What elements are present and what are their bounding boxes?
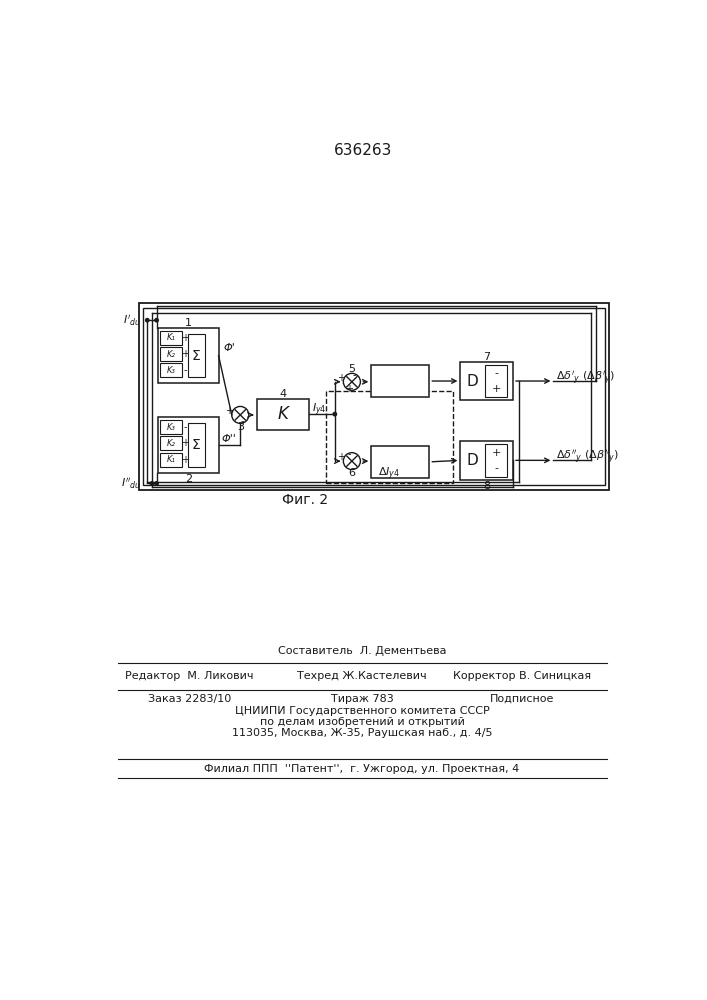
Text: 4: 4 [279, 389, 286, 399]
Text: Φ'': Φ'' [222, 434, 236, 444]
Bar [371, 365, 429, 397]
Text: -: - [347, 449, 351, 459]
Text: Редактор  М. Ликович: Редактор М. Ликович [125, 671, 253, 681]
Text: K₃: K₃ [167, 423, 176, 432]
Text: +: + [337, 373, 345, 383]
Circle shape [155, 482, 158, 485]
Bar [160, 347, 182, 361]
Text: по делам изобретений и открытий: по делам изобретений и открытий [259, 717, 464, 727]
Bar [158, 417, 218, 473]
Bar [485, 365, 507, 397]
Bar [485, 444, 507, 477]
Text: K₁: K₁ [167, 333, 176, 342]
Text: K₂: K₂ [167, 439, 176, 448]
Bar [158, 328, 218, 383]
Text: $I''_{du}$: $I''_{du}$ [121, 476, 141, 491]
Bar [160, 331, 182, 345]
Text: Тираж 783: Тираж 783 [331, 694, 393, 704]
Text: Корректор В. Синицкая: Корректор В. Синицкая [453, 671, 592, 681]
Text: Σ: Σ [192, 438, 201, 452]
Text: 8: 8 [483, 481, 490, 491]
Text: ЦНИИПИ Государственного комитета СССР: ЦНИИПИ Государственного комитета СССР [235, 706, 489, 716]
Text: 2: 2 [185, 474, 192, 484]
Circle shape [155, 319, 158, 322]
Text: K₁: K₁ [167, 455, 176, 464]
Text: -: - [494, 463, 498, 473]
Text: -: - [353, 463, 356, 473]
Text: Подписное: Подписное [490, 694, 554, 704]
Text: $I_{y4}$: $I_{y4}$ [312, 401, 327, 418]
Text: D: D [467, 374, 479, 389]
Text: +: + [491, 448, 501, 458]
Text: 636263: 636263 [334, 143, 392, 158]
Text: Φ': Φ' [223, 343, 235, 353]
Text: K₂: K₂ [167, 350, 176, 359]
Bar [187, 423, 204, 466]
Bar [160, 453, 182, 466]
Bar [371, 446, 429, 478]
Text: $\Delta\delta''_{y}\ (\Delta\beta''_{y})$: $\Delta\delta''_{y}\ (\Delta\beta''_{y})… [556, 449, 619, 466]
Text: 6: 6 [349, 468, 356, 478]
Circle shape [344, 373, 361, 390]
Text: +: + [491, 384, 501, 394]
Text: 3: 3 [237, 422, 244, 432]
Bar [327, 391, 452, 483]
Text: Σ: Σ [192, 349, 201, 363]
Text: $\Delta\delta'_{y}\ (\Delta\beta'_{y})$: $\Delta\delta'_{y}\ (\Delta\beta'_{y})$ [556, 369, 614, 387]
Text: -: - [184, 365, 187, 375]
Text: $I'_{du}$: $I'_{du}$ [123, 313, 141, 328]
Text: K₃: K₃ [167, 366, 176, 375]
Text: +: + [337, 452, 345, 462]
Text: -: - [184, 422, 187, 432]
Text: -: - [353, 370, 356, 380]
Bar [160, 363, 182, 377]
Circle shape [333, 412, 337, 416]
Circle shape [344, 453, 361, 470]
Text: +: + [181, 438, 189, 448]
Bar [144, 308, 604, 485]
Text: +: + [226, 406, 233, 416]
Text: +: + [345, 384, 353, 394]
Bar [460, 362, 513, 400]
Text: 1: 1 [185, 318, 192, 328]
Bar [160, 420, 182, 434]
Text: 7: 7 [483, 352, 490, 362]
Text: 113035, Москва, Ж-35, Раушская наб., д. 4/5: 113035, Москва, Ж-35, Раушская наб., д. … [232, 728, 492, 738]
Text: -: - [494, 368, 498, 378]
Bar [460, 441, 513, 480]
Text: D: D [467, 453, 479, 468]
Text: +: + [181, 333, 189, 343]
Bar [139, 303, 609, 490]
Circle shape [146, 319, 149, 322]
Circle shape [150, 482, 153, 485]
Text: -: - [240, 416, 244, 426]
Circle shape [232, 406, 249, 423]
Text: +: + [181, 455, 189, 465]
Text: 5: 5 [349, 364, 356, 374]
Text: Филиал ППП  ''Патент'',  г. Ужгород, ул. Проектная, 4: Филиал ППП ''Патент'', г. Ужгород, ул. П… [204, 764, 520, 774]
Bar [160, 436, 182, 450]
Text: Техред Ж.Кастелевич: Техред Ж.Кастелевич [297, 671, 427, 681]
Bar [257, 399, 309, 430]
Bar [187, 334, 204, 377]
Text: Фиг. 2: Фиг. 2 [282, 493, 329, 507]
Text: Составитель  Л. Дементьева: Составитель Л. Дементьева [278, 646, 446, 656]
Text: K: K [277, 405, 288, 423]
Text: $\Delta I_{y4}$: $\Delta I_{y4}$ [378, 466, 400, 482]
Text: +: + [181, 349, 189, 359]
Text: Заказ 2283/10: Заказ 2283/10 [148, 694, 230, 704]
